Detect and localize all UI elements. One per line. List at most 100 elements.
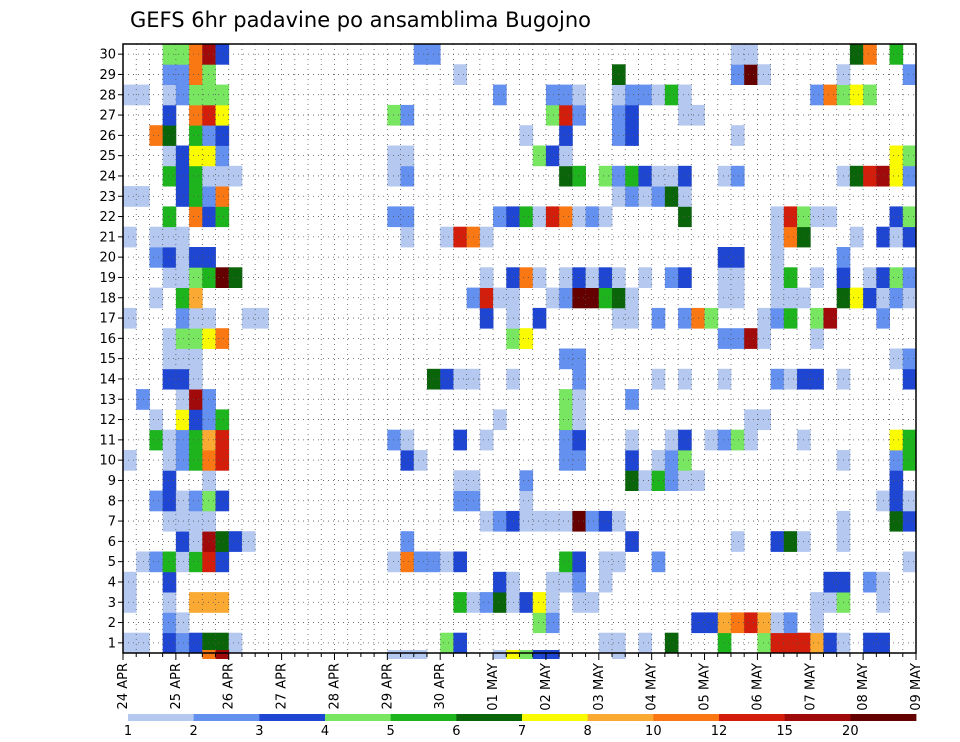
heatmap-cell (202, 145, 216, 167)
heatmap-cell (638, 267, 653, 288)
heatmap-cell (532, 307, 547, 329)
heatmap-cell (175, 490, 190, 512)
heatmap-cell (149, 490, 164, 512)
heatmap-cell (744, 64, 758, 85)
heatmap-cell (189, 247, 203, 268)
heatmap-cell (559, 429, 573, 451)
heatmap-cell (202, 104, 216, 126)
heatmap-cell (189, 287, 203, 309)
heatmap-cell (387, 429, 401, 451)
heatmap-cell (545, 612, 560, 634)
y-tick-label: 22 (99, 210, 116, 225)
heatmap-cell (863, 84, 877, 106)
heatmap-cell (532, 592, 547, 613)
heatmap-cell (889, 510, 904, 532)
y-tick-label: 29 (99, 68, 116, 83)
heatmap-cell (902, 145, 917, 167)
y-tick-label: 3 (108, 596, 116, 611)
heatmap-cell (889, 145, 904, 167)
heatmap-cell (149, 409, 164, 431)
heatmap-cell (717, 328, 732, 349)
heatmap-cell (453, 64, 468, 85)
heatmap-cell (175, 226, 190, 248)
heatmap-cell (889, 206, 904, 228)
heatmap-cell (123, 186, 137, 207)
heatmap-cell (215, 490, 230, 512)
heatmap-cell (189, 450, 203, 471)
heatmap-cell (559, 84, 573, 106)
heatmap-cell (572, 450, 586, 471)
colorbar-swatch (587, 714, 654, 721)
heatmap-cell (400, 450, 415, 471)
heatmap-cell (730, 287, 745, 309)
heatmap-cell (215, 450, 230, 471)
heatmap-cell (519, 592, 534, 613)
heatmap-cell (202, 470, 216, 491)
y-tick-label: 19 (99, 271, 116, 286)
heatmap-cell (678, 450, 692, 471)
heatmap-cell (612, 650, 626, 659)
heatmap-cell (730, 267, 745, 288)
heatmap-cell (770, 307, 785, 329)
heatmap-cell (149, 226, 164, 248)
y-tick-label: 28 (99, 88, 116, 103)
heatmap-cell (572, 571, 586, 593)
heatmap-cell (453, 551, 468, 573)
heatmap-cell (730, 429, 745, 451)
heatmap-cell (215, 104, 230, 126)
heatmap-cell (559, 125, 573, 146)
heatmap-cell (175, 551, 190, 573)
heatmap-cell (849, 44, 864, 65)
heatmap-cell (215, 650, 230, 659)
grid-lines (123, 44, 916, 653)
heatmap-cell (730, 531, 745, 552)
x-tick-label: 24 APR (116, 663, 131, 709)
heatmap-cell (400, 531, 415, 552)
heatmap-cell (730, 125, 745, 146)
heatmap-cell (149, 125, 164, 146)
heatmap-cell (783, 612, 798, 634)
heatmap-cell (215, 165, 230, 187)
heatmap-cell (189, 328, 203, 349)
heatmap-cell (902, 165, 917, 187)
heatmap-cell (770, 226, 785, 248)
heatmap-cell (215, 44, 230, 65)
heatmap-cell (215, 206, 230, 228)
heatmap-cell (202, 267, 216, 288)
heatmap-cell (519, 328, 534, 349)
x-tick-label: 03 MAY (592, 663, 607, 711)
heatmap-cell (783, 267, 798, 288)
heatmap-cell (598, 165, 613, 187)
heatmap-cell (400, 551, 415, 573)
heatmap-cell (123, 571, 137, 593)
heatmap-cell (149, 247, 164, 268)
heatmap-cell (149, 551, 164, 573)
heatmap-cell (493, 510, 507, 532)
heatmap-cell (123, 84, 137, 106)
heatmap-cell (479, 267, 494, 288)
heatmap-cell (770, 267, 785, 288)
heatmap-cell (559, 510, 573, 532)
heatmap-cell (863, 632, 877, 654)
heatmap-cell (162, 125, 177, 146)
heatmap-cell (162, 348, 177, 370)
colorbar-label: 10 (645, 724, 662, 739)
heatmap-cell (783, 307, 798, 329)
x-tick-label: 05 MAY (698, 663, 713, 711)
heatmap-cell (902, 429, 917, 451)
heatmap-cell (559, 145, 573, 167)
y-tick-label: 9 (108, 474, 116, 489)
y-tick-label: 2 (108, 616, 116, 631)
heatmap-cell (175, 165, 190, 187)
heatmap-cell (545, 104, 560, 126)
heatmap-cell (440, 551, 454, 573)
heatmap-cell (664, 267, 679, 288)
heatmap-cell (123, 592, 137, 613)
heatmap-cell (902, 287, 917, 309)
heatmap-cell (215, 145, 230, 167)
heatmap-cell (400, 165, 415, 187)
heatmap-cell (664, 165, 679, 187)
x-tick-label: 08 MAY (856, 663, 871, 711)
heatmap-cell (770, 612, 785, 634)
heatmap-cell (863, 267, 877, 288)
